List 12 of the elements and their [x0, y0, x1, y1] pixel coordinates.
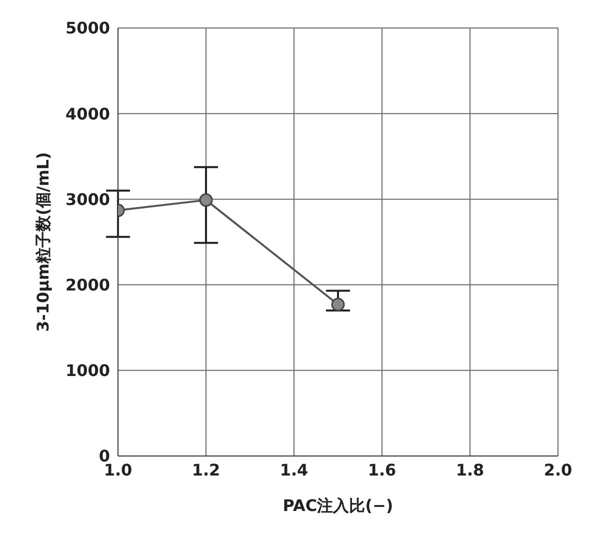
x-axis-title: PAC注入比(−) [282, 496, 394, 515]
y-tick-label: 5000 [65, 18, 110, 38]
x-tick-label: 1.2 [192, 460, 220, 480]
x-tick-label: 1.6 [368, 460, 396, 480]
y-tick-label: 4000 [65, 104, 110, 124]
x-tick-label: 2.0 [544, 460, 572, 480]
x-tick-label: 1.8 [456, 460, 484, 480]
y-axis-title: 3-10μm粒子数(個/mL) [34, 152, 53, 332]
y-tick-label: 1000 [65, 361, 110, 380]
y-tick-label: 3000 [65, 190, 110, 209]
y-tick-label: 2000 [65, 275, 110, 294]
x-tick-label: 1.4 [280, 460, 308, 480]
